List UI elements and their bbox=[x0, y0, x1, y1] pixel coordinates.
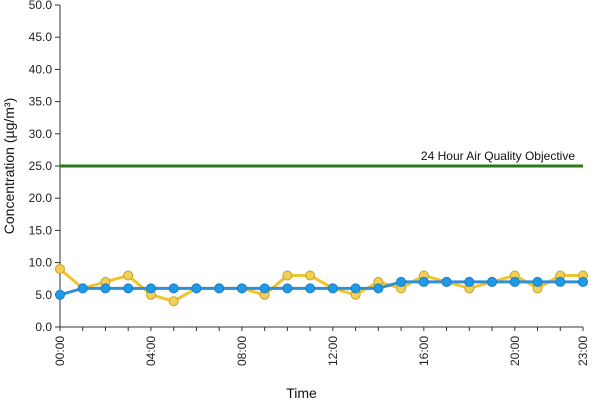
series-1-point bbox=[282, 270, 293, 281]
y-tick-label: 15.0 bbox=[29, 223, 53, 237]
series-2-point bbox=[259, 283, 270, 294]
series-2-point bbox=[123, 283, 134, 294]
series-2-point bbox=[396, 276, 407, 287]
series-1-line bbox=[59, 267, 583, 303]
series-2-point bbox=[214, 283, 225, 294]
y-tick-label: 35.0 bbox=[29, 95, 53, 109]
x-tick-label: 04:00 bbox=[144, 336, 158, 366]
series-2-point bbox=[236, 283, 247, 294]
x-tick-label: 08:00 bbox=[235, 336, 249, 366]
series-2-point bbox=[282, 283, 293, 294]
series-2-point bbox=[145, 283, 156, 294]
x-axis-title: Time bbox=[286, 385, 317, 400]
y-tick-label: 5.0 bbox=[35, 288, 52, 302]
series-2-point bbox=[373, 283, 384, 294]
x-tick-label: 12:00 bbox=[326, 336, 340, 366]
x-tick-label: 16:00 bbox=[417, 336, 431, 366]
x-tick-label: 20:00 bbox=[508, 336, 522, 366]
reference-line-label: 24 Hour Air Quality Objective bbox=[421, 149, 575, 163]
y-axis-title: Concentration (µg/m³) bbox=[1, 98, 17, 234]
series-2-point bbox=[418, 276, 429, 287]
y-tick-label: 25.0 bbox=[29, 159, 53, 173]
series-2-point bbox=[168, 283, 179, 294]
x-tick-label: 23:00 bbox=[576, 336, 590, 366]
y-tick-label: 20.0 bbox=[29, 191, 53, 205]
series-2-point bbox=[350, 283, 361, 294]
y-tick-label: 0.0 bbox=[35, 320, 52, 334]
y-tick-label: 45.0 bbox=[29, 30, 53, 44]
series-1-point bbox=[305, 270, 316, 281]
series-2-point bbox=[532, 276, 543, 287]
y-tick-label: 30.0 bbox=[29, 127, 53, 141]
series-1-point bbox=[123, 270, 134, 281]
series-2-point bbox=[441, 276, 452, 287]
series-2-point bbox=[191, 283, 202, 294]
series-1-point bbox=[168, 296, 179, 307]
series-2-point bbox=[77, 283, 88, 294]
series-2-point bbox=[55, 289, 65, 300]
series-2-point bbox=[487, 276, 498, 287]
y-tick-label: 40.0 bbox=[29, 62, 53, 76]
y-tick-label: 10.0 bbox=[29, 256, 53, 270]
series-2-point bbox=[555, 276, 566, 287]
series-2-point bbox=[327, 283, 338, 294]
series-2-point bbox=[509, 276, 520, 287]
series-2-point bbox=[578, 276, 588, 287]
series-2-point bbox=[464, 276, 475, 287]
y-tick-label: 50.0 bbox=[29, 0, 53, 12]
series-2-point bbox=[100, 283, 111, 294]
series-1-point bbox=[55, 264, 65, 275]
x-tick-label: 00:00 bbox=[53, 336, 67, 366]
series-2-point bbox=[305, 283, 316, 294]
